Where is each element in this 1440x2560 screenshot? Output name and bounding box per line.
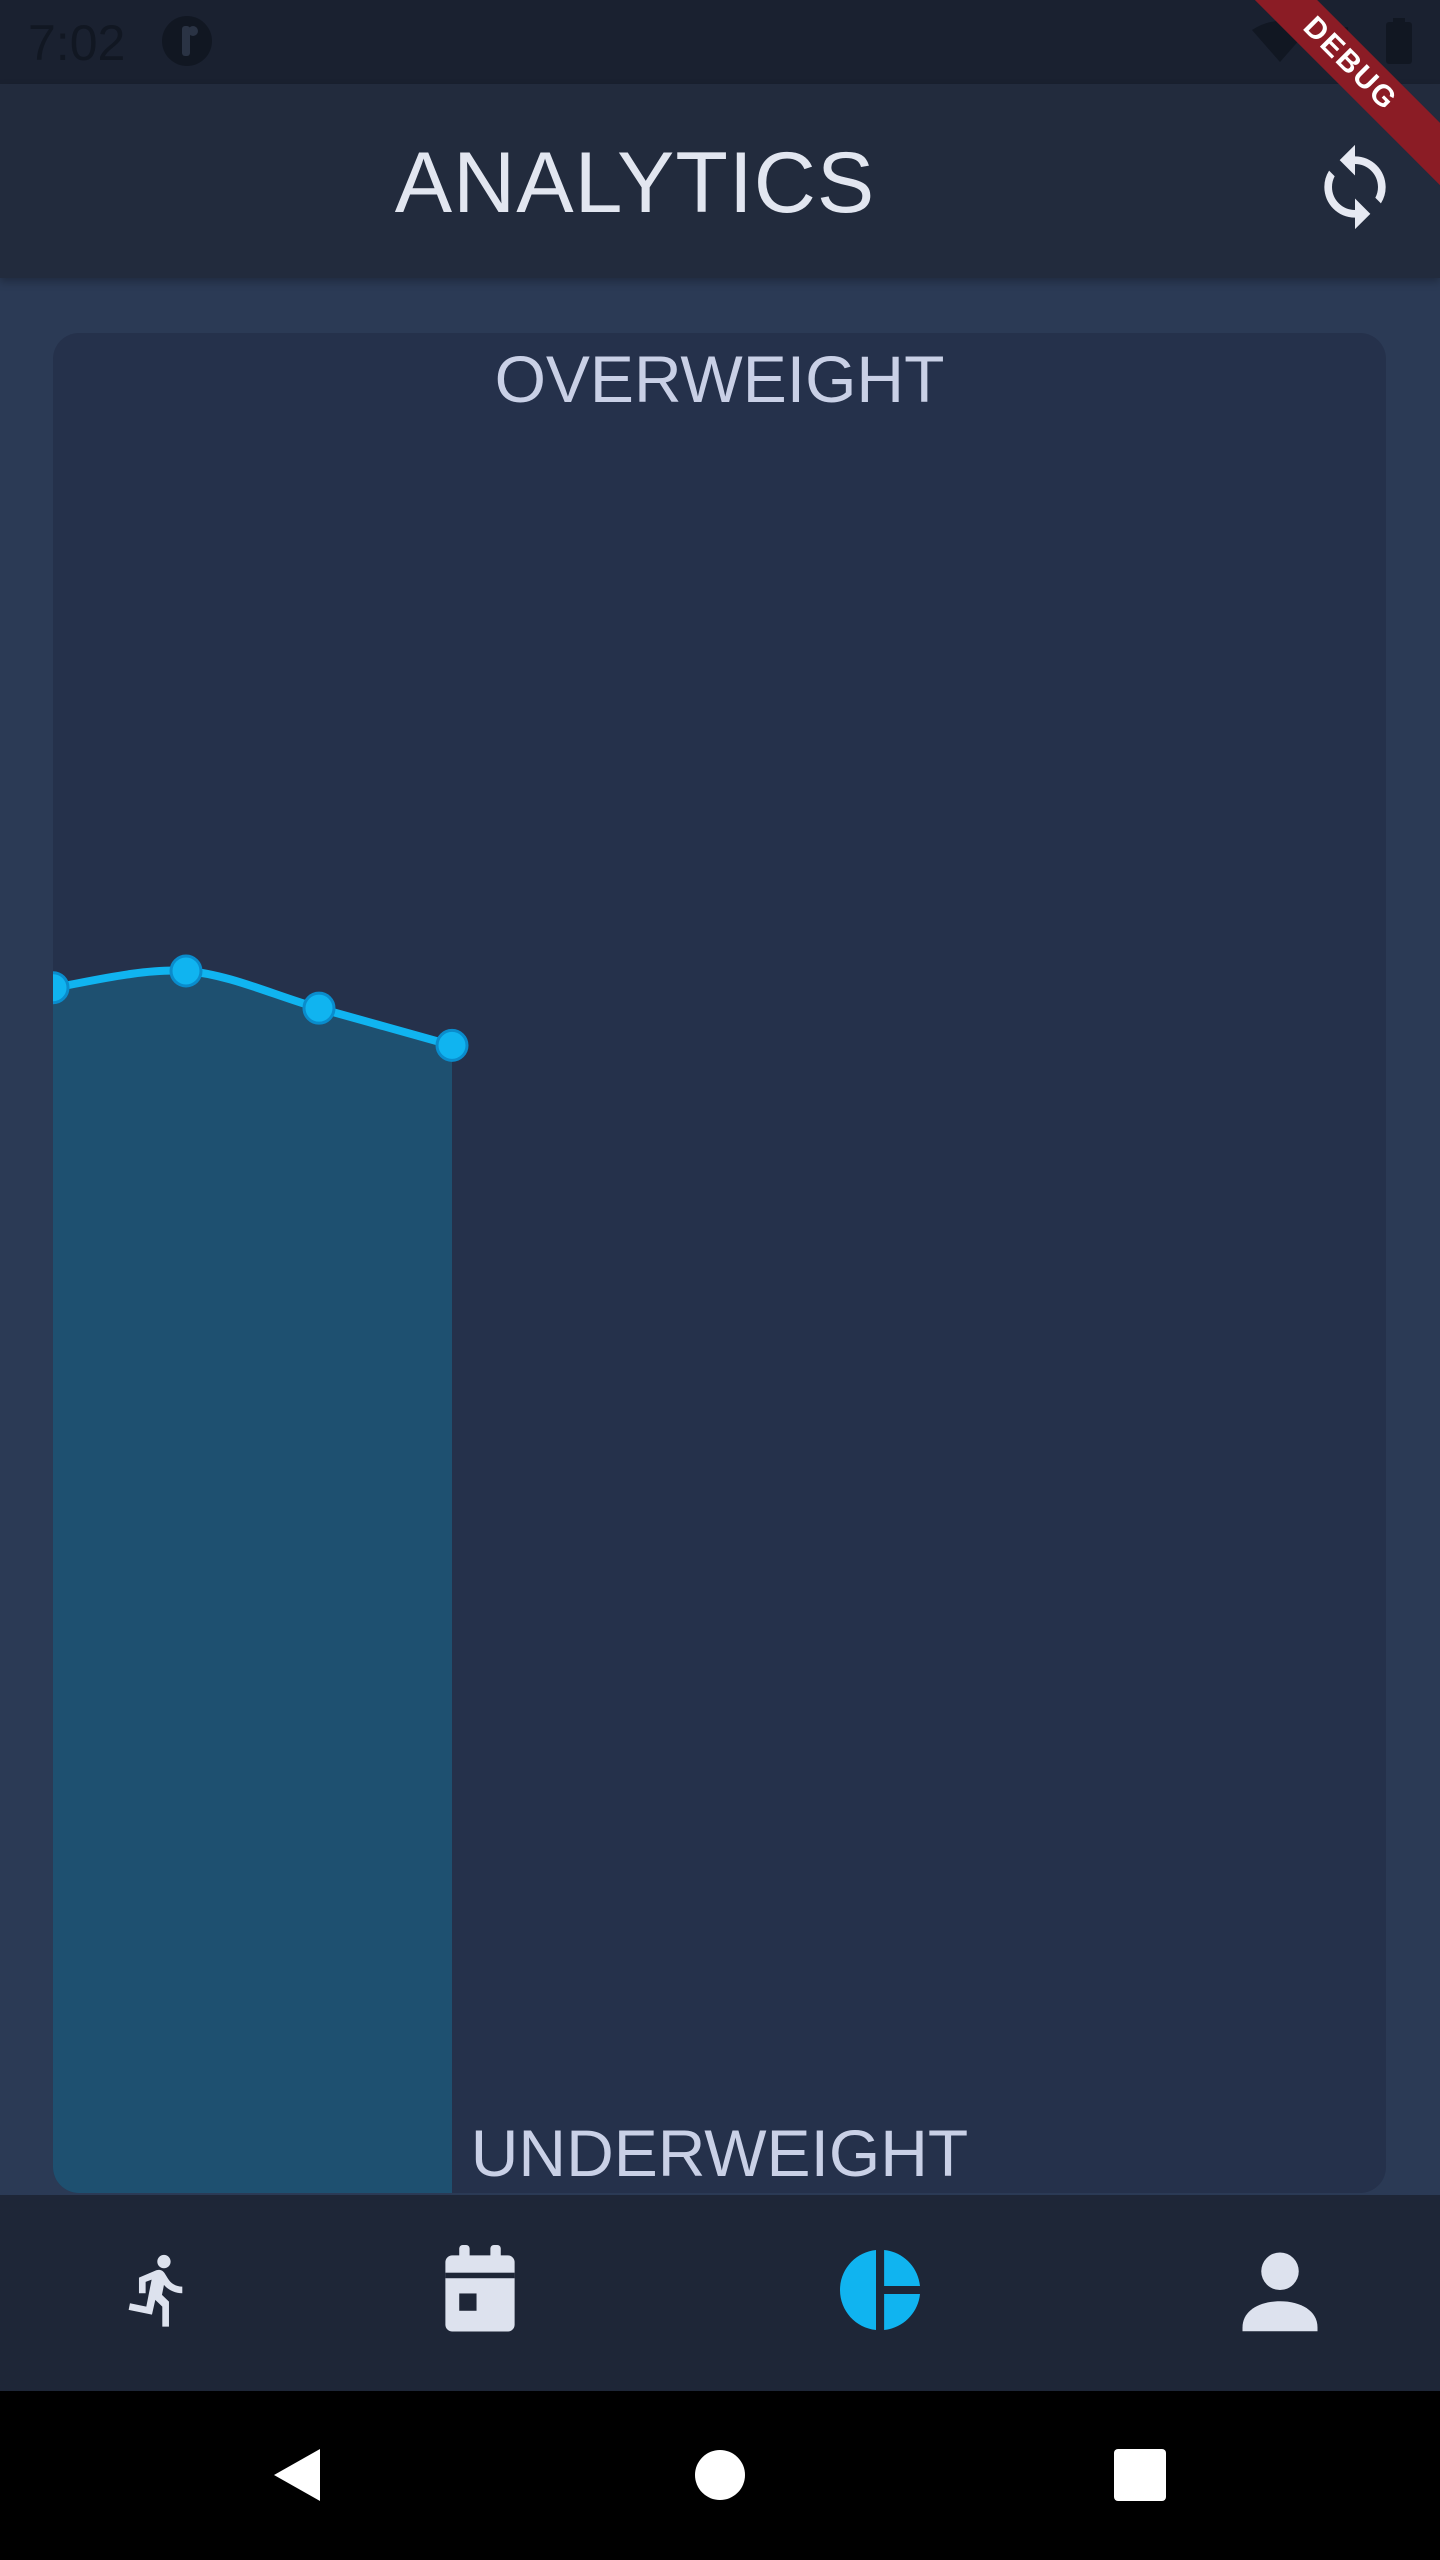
nav-item-calendar[interactable] [425, 2235, 535, 2345]
system-navigation-bar [0, 2391, 1440, 2560]
nav-item-run[interactable] [104, 2235, 214, 2345]
weight-area-fill [53, 970, 452, 2193]
refresh-icon [1324, 144, 1386, 230]
running-icon [128, 2254, 183, 2327]
app-notification-icon [162, 16, 212, 66]
nav-item-analytics[interactable] [825, 2235, 935, 2345]
weight-data-point[interactable] [53, 971, 70, 1005]
weight-data-point[interactable] [435, 1028, 469, 1062]
home-icon[interactable] [684, 2439, 756, 2511]
weight-data-point[interactable] [169, 954, 203, 988]
underweight-label: UNDERWEIGHT [470, 2116, 969, 2190]
overweight-label: OVERWEIGHT [494, 342, 945, 416]
battery-icon [1386, 18, 1412, 64]
refresh-button[interactable] [1300, 132, 1410, 242]
weight-data-point[interactable] [302, 991, 336, 1025]
weight-chart [53, 954, 469, 2193]
nav-item-profile[interactable] [1225, 2235, 1335, 2345]
status-time: 7:02 [28, 15, 126, 71]
back-icon[interactable] [264, 2439, 336, 2511]
page-title: ANALYTICS [394, 135, 876, 231]
app-bar: ANALYTICS [0, 84, 1440, 278]
status-bar: 7:02 4 [0, 0, 1440, 84]
calendar-icon [445, 2245, 515, 2332]
pie-chart-icon [840, 2250, 920, 2330]
weight-chart-card: OVERWEIGHT UNDERWEIGHT [53, 333, 1386, 2193]
weight-line [53, 966, 456, 1050]
bottom-navigation [0, 2195, 1440, 2391]
recents-icon[interactable] [1104, 2439, 1176, 2511]
person-icon [1242, 2252, 1318, 2332]
